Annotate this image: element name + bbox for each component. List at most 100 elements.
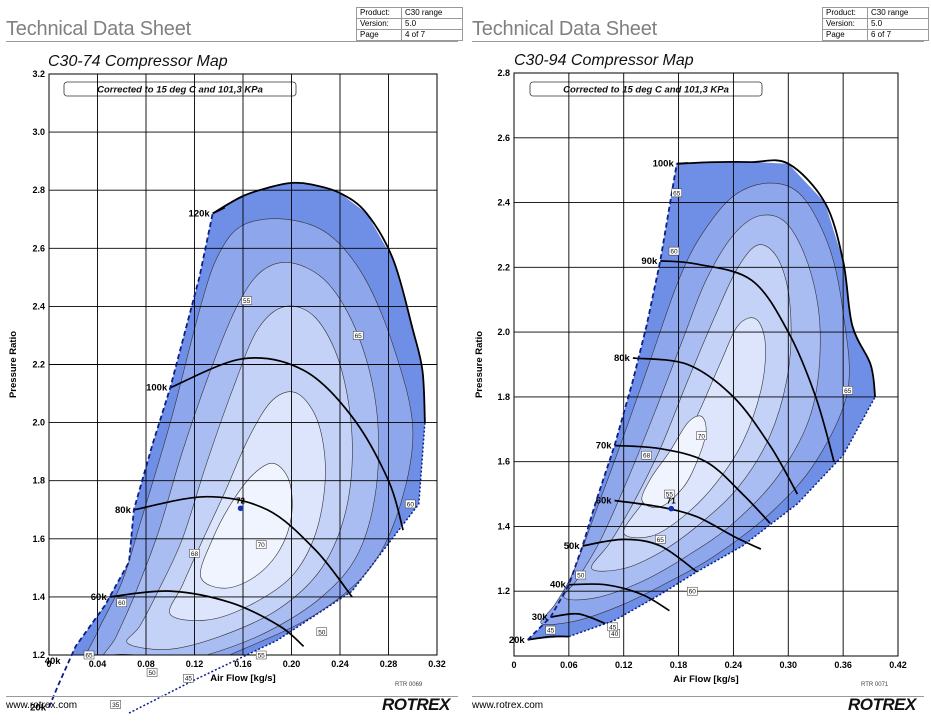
y-tick-label: 2.6: [497, 133, 510, 143]
contour-label-box: [405, 499, 416, 509]
contour-label: 45: [547, 628, 555, 635]
y-tick-label: 1.8: [32, 476, 45, 486]
compressor-map-chart: C30-94 Compressor Map Corrected to 15 deg…: [474, 52, 907, 685]
y-tick-label: 3.0: [32, 127, 45, 137]
peak-efficiency-label: 72: [236, 496, 245, 505]
contour-label: 65: [673, 190, 681, 197]
y-tick-label: 1.4: [32, 592, 45, 602]
contour-label-box: [241, 296, 252, 305]
y-tick-label: 2.8: [32, 185, 45, 195]
y-tick-label: 3.2: [32, 69, 45, 79]
grid: [513, 72, 899, 657]
x-tick-label: 0.36: [834, 660, 852, 670]
speed-line-label: 30k: [532, 612, 549, 623]
page-label: Page: [356, 29, 402, 41]
y-tick-label: 1.6: [32, 534, 45, 544]
contour-label: 45: [185, 676, 193, 683]
version-value: 5.0: [401, 18, 463, 30]
contour-label: 60: [689, 589, 697, 596]
max-speed-boundary: [212, 181, 426, 423]
x-tick-label: 0.24: [725, 660, 743, 670]
y-tick-label: 1.2: [32, 650, 45, 660]
footer-url[interactable]: www.rotrex.com: [472, 700, 544, 711]
x-tick-label: 0.32: [428, 659, 446, 669]
contour-label-box: [116, 598, 127, 607]
contour-label: 65: [355, 333, 363, 340]
grid: [48, 73, 438, 656]
contour-label-box: [696, 431, 707, 441]
contour-label: 50: [148, 670, 156, 677]
contour-label: 70: [258, 542, 266, 549]
y-tick-label: 2.0: [497, 327, 510, 337]
contour-label: 45: [609, 624, 617, 631]
compressor-map-chart: C30-74 Compressor Map Corrected to 15 deg…: [8, 53, 446, 714]
y-tick-label: 2.6: [32, 243, 45, 253]
efficiency-regions: [71, 182, 425, 655]
y-tick-label: 2.4: [497, 198, 510, 208]
version-value: 5.0: [867, 18, 929, 30]
x-tick-label: 0.24: [331, 659, 349, 669]
speed-line-label: 80k: [115, 505, 132, 516]
contour-label-box: [189, 549, 200, 558]
brand-logo: ROTREX: [848, 695, 916, 714]
choke-line: [568, 396, 876, 638]
footer-url[interactable]: www.rotrex.com: [6, 700, 78, 711]
contour-label-box: [687, 586, 698, 596]
contour-label-box: [575, 570, 586, 580]
product-label: Product:: [356, 7, 402, 19]
x-tick-label: 0.16: [234, 659, 252, 669]
header-rule: [6, 41, 458, 42]
brand-logo: ROTREX: [382, 695, 450, 714]
contour-label-box: [545, 625, 556, 635]
x-tick-label: 0.12: [186, 659, 204, 669]
contour-label: 60: [670, 249, 678, 256]
speed-line-label: 40k: [550, 580, 567, 591]
contour-label: 65: [85, 653, 93, 660]
annotation-box: [63, 81, 297, 97]
speed-line-label: 100k: [146, 383, 168, 394]
page-label: Page: [822, 29, 868, 41]
x-tick-label: 0.28: [380, 659, 398, 669]
surge-line: [48, 213, 214, 708]
contour-label: 60: [407, 501, 415, 508]
contour-label: 55: [666, 492, 674, 499]
y-tick-label: 2.2: [497, 262, 510, 272]
x-tick-label: 0.04: [89, 659, 107, 669]
y-axis-label: Pressure Ratio: [8, 331, 19, 398]
y-axis-label: Pressure Ratio: [474, 331, 485, 398]
footer-rule: [6, 696, 458, 697]
speed-line-label: 70k: [596, 440, 613, 451]
contour-label-box: [671, 188, 682, 198]
speed-line: [582, 538, 698, 573]
header-meta-table: Product: C30 range Version: 5.0 Page 6 of 7: [822, 7, 929, 41]
speed-line-label: 100k: [653, 159, 675, 170]
contour-label: 68: [643, 453, 651, 460]
x-tick-label: 0.30: [780, 660, 798, 670]
contour-label: 35: [112, 702, 120, 709]
x-tick-label: 0: [46, 659, 51, 669]
speed-line-label: 60k: [91, 592, 108, 603]
y-tick-label: 1.6: [497, 457, 510, 467]
speed-line: [632, 357, 799, 495]
contour-label-box: [655, 535, 666, 544]
y-tick-label: 1.2: [497, 586, 510, 596]
peak-efficiency-point: [668, 505, 675, 512]
contour-label: 55: [258, 653, 266, 660]
speed-line: [527, 635, 569, 641]
speed-line-label: 120k: [189, 208, 211, 219]
document-ref: RTR 0069: [395, 682, 423, 688]
speed-line-label: 60k: [596, 496, 613, 507]
sheet-title: Technical Data Sheet: [472, 18, 658, 40]
surge-line: [527, 163, 678, 641]
y-tick-label: 1.8: [497, 392, 510, 402]
contour-label-box: [255, 540, 267, 549]
contour-label-box: [607, 622, 618, 632]
product-label: Product:: [822, 7, 868, 19]
speed-line: [133, 495, 353, 598]
speed-line-label: 90k: [641, 256, 658, 267]
peak-efficiency-label: 71: [667, 497, 676, 506]
page-value: 4 of 7: [401, 29, 463, 41]
contour-label-box: [316, 627, 328, 637]
header-meta-table: Product: C30 range Version: 5.0 Page 4 of 7: [356, 7, 463, 41]
contour-label: 60: [118, 600, 126, 607]
